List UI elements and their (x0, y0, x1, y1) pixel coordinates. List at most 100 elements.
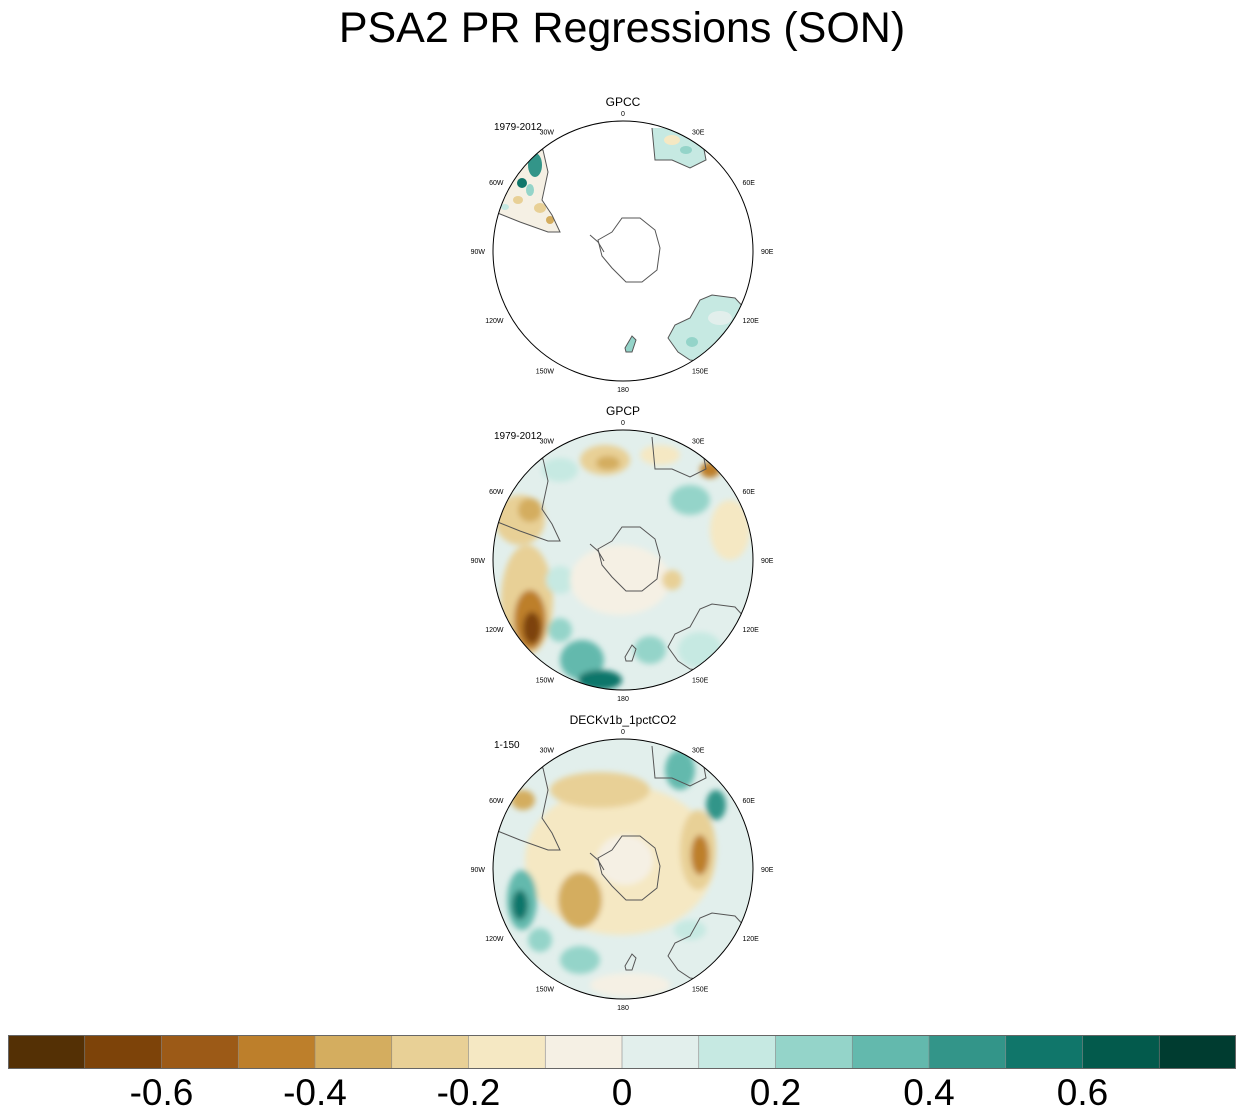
colorbar-swatch (391, 1035, 469, 1069)
field-patch (528, 928, 552, 952)
field-patch (670, 485, 710, 515)
colorbar-tick-label: -0.4 (283, 1072, 347, 1113)
panel-gpcc: GPCC 1979-2012 (471, 95, 774, 394)
panel-title-gpcc: GPCC (606, 95, 641, 109)
lon-label: 90E (761, 558, 774, 565)
field-patch (706, 790, 726, 820)
colorbar-swatch (1082, 1035, 1160, 1069)
colorbar-frame (8, 1035, 1236, 1069)
field-patch (546, 566, 574, 594)
colorbar-tick-label: -0.2 (436, 1072, 501, 1113)
lon-label: 120E (743, 936, 760, 943)
field-patch (546, 216, 554, 224)
field-patch (664, 135, 680, 145)
lon-label: 150E (692, 678, 709, 685)
field-patch (560, 640, 604, 680)
field-patch (512, 890, 528, 920)
field-patch (517, 178, 527, 188)
lon-label: 60E (743, 180, 756, 187)
panel-period-gpcc: 1979-2012 (494, 122, 542, 133)
field-patch (570, 545, 670, 615)
chart-title: PSA2 PR Regressions (SON) (338, 4, 906, 52)
panel-title-deck: DECKv1b_1pctCO2 (570, 713, 677, 727)
lon-label: 120E (743, 627, 760, 634)
precip-field-deck (493, 739, 753, 999)
field-patch (534, 203, 546, 213)
lon-label: 0 (621, 729, 625, 736)
lon-labels-gpcc: 0 30E 60E 90E 120E 150E 180 150W 120W 90W 60W 30W (471, 111, 774, 394)
lon-label: 60W (489, 798, 504, 805)
field-patch (560, 946, 600, 974)
map-border-deck (492, 738, 754, 1000)
colorbar-swatch (775, 1035, 853, 1069)
lon-labels-deck: 0 30E 60E 90E 120E 150E 180 150W 120W 90W 60W 30W (471, 729, 774, 1012)
colorbar-swatch (84, 1035, 162, 1069)
colorbar-swatch (161, 1035, 239, 1069)
field-patch (710, 500, 750, 560)
lon-label: 30E (692, 130, 705, 137)
panel-gpcp: GPCP 1979-2012 (471, 404, 774, 703)
lon-label: 90W (471, 249, 486, 256)
lon-label: 60E (743, 489, 756, 496)
colorbar-swatch (622, 1035, 700, 1069)
field-patch (678, 632, 722, 668)
lon-label: 60E (743, 798, 756, 805)
field-patch (513, 196, 523, 204)
colorbar-tick-label: 0 (611, 1072, 633, 1113)
field-patch (590, 973, 670, 997)
colorbar-swatch (852, 1035, 930, 1069)
field-patch (680, 146, 692, 154)
field-patch (578, 670, 622, 690)
field-patch (511, 790, 535, 810)
colorbar-tick-label: -0.6 (129, 1072, 194, 1113)
colorbar-swatch (8, 1035, 86, 1069)
field-patch (523, 612, 541, 644)
colorbar-swatch (929, 1035, 1007, 1069)
lon-label: 150E (692, 987, 709, 994)
field-patch (596, 456, 620, 470)
lon-label: 90E (761, 867, 774, 874)
field-patch (518, 498, 542, 522)
lon-label: 150W (536, 987, 555, 994)
lon-label: 30E (692, 439, 705, 446)
field-patch (558, 872, 602, 928)
colorbar-swatch (1159, 1035, 1236, 1069)
lon-label: 30W (540, 748, 555, 755)
field-patch (548, 618, 572, 642)
panel-period-gpcp: 1979-2012 (494, 431, 542, 442)
map-disk-gpcc (493, 121, 753, 381)
lon-labels-gpcp: 0 30E 60E 90E 120E 150E 180 150W 120W 90W 60W 30W (471, 420, 774, 703)
colorbar-swatch (545, 1035, 623, 1069)
lon-label: 180 (617, 1005, 629, 1012)
lon-label: 180 (617, 696, 629, 703)
colorbar-swatch (698, 1035, 776, 1069)
field-patch (708, 311, 732, 325)
field-patch (597, 835, 653, 885)
lon-label: 150W (536, 369, 555, 376)
field-patch (674, 920, 706, 940)
colorbar-swatch (1005, 1035, 1083, 1069)
lon-label: 150W (536, 678, 555, 685)
map-panels: GPCC 1979-2012 (471, 95, 774, 1012)
field-patch (665, 750, 695, 790)
lon-label: 120E (743, 318, 760, 325)
lon-label: 0 (621, 111, 625, 118)
lon-label: 60W (489, 180, 504, 187)
field-patch (640, 445, 680, 465)
field-patch (501, 204, 509, 210)
lon-label: 120W (485, 936, 504, 943)
lon-label: 30E (692, 748, 705, 755)
field-patch (550, 772, 650, 808)
colorbar-tick-label: 0.4 (903, 1072, 955, 1113)
map-border-gpcp (492, 429, 754, 691)
lon-label: 30W (540, 130, 555, 137)
field-patch (691, 835, 709, 875)
panel-deck: DECKv1b_1pctCO2 1-150 (471, 713, 774, 1012)
panel-period-deck: 1-150 (494, 740, 520, 751)
colorbar-tick-label: 0.6 (1056, 1072, 1109, 1113)
field-patch (542, 458, 578, 482)
field-patch (528, 153, 542, 177)
lon-label: 60W (489, 489, 504, 496)
lon-label: 150E (692, 369, 709, 376)
lon-label: 0 (621, 420, 625, 427)
